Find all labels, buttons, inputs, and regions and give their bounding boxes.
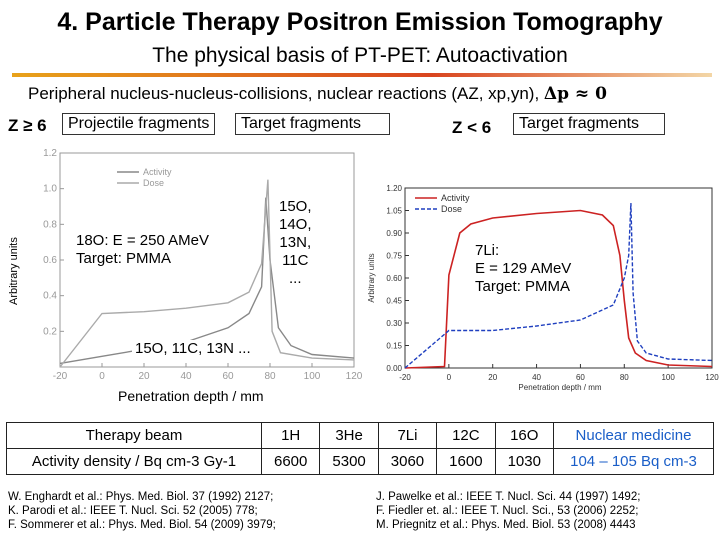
table-cell: 3060 xyxy=(377,448,438,475)
table-cell: Activity density / Bq cm-3 Gy-1 xyxy=(6,448,262,475)
x-tick-label: 100 xyxy=(661,373,675,382)
left-plot-axes: -20 0 20 40 60 80 100 120 0.2 0.4 0.6 0.8 1.0 1.2 xyxy=(43,148,363,382)
z-lt-label: Z < 6 xyxy=(452,118,492,137)
page-title: 4. Particle Therapy Positron Emission To… xyxy=(57,8,663,36)
x-tick-label: 20 xyxy=(488,373,497,382)
table-cell: 5300 xyxy=(319,448,379,475)
table-cell-nuclear-medicine-value: 104 – 105 Bq cm-3 xyxy=(553,448,714,475)
y-tick-label: 0.60 xyxy=(386,274,402,283)
peak-isotope: 11C xyxy=(282,252,309,269)
y-tick-label: 0.6 xyxy=(43,255,57,266)
table-row: Therapy beam 1H 3He 7Li 12C 16O Nuclear … xyxy=(6,422,714,449)
right-plot-xlabel: Penetration depth / mm xyxy=(518,383,601,392)
y-tick-label: 0.00 xyxy=(386,364,402,373)
reference-item: W. Enghardt et al.: Phys. Med. Biol. 37 … xyxy=(8,491,274,503)
table-cell: 16O xyxy=(494,422,555,449)
x-tick-label: 0 xyxy=(99,371,105,382)
y-tick-label: 1.05 xyxy=(386,207,402,216)
x-tick-label: 120 xyxy=(705,373,719,382)
table-cell: 12C xyxy=(436,422,496,449)
reference-item: F. Fiedler et. al.: IEEE T. Nucl. Sci., … xyxy=(376,505,639,517)
legend-entry: Activity xyxy=(441,193,470,203)
title-divider xyxy=(12,73,712,77)
projectile-fragments-box: Projectile fragments xyxy=(62,113,216,135)
table-cell: 3He xyxy=(319,422,379,449)
y-tick-label: 1.2 xyxy=(43,148,57,159)
table-cell: Therapy beam xyxy=(6,422,262,449)
right-plot-beam-label: 7Li: E = 129 AMeV Target: PMMA xyxy=(475,242,571,296)
x-tick-label: 80 xyxy=(264,371,276,382)
references-right: J. Pawelke et al.: IEEE T. Nucl. Sci. 44… xyxy=(376,490,640,532)
left-plot-beam-label: 18O: E = 250 AMeV Target: PMMA xyxy=(76,232,209,268)
legend-entry: Dose xyxy=(441,204,462,214)
y-tick-label: 0.8 xyxy=(43,219,57,230)
x-tick-label: -20 xyxy=(399,373,411,382)
left-plot-ylabel: Arbitrary units xyxy=(8,237,20,305)
y-tick-label: 0.4 xyxy=(43,291,57,302)
table-cell: 1H xyxy=(260,422,321,449)
momentum-formula: Δp ≈ 0 xyxy=(543,84,607,104)
y-tick-label: 0.2 xyxy=(43,326,57,337)
legend-entry: Activity xyxy=(143,167,172,177)
target-fragments-box-right: Target fragments xyxy=(513,113,665,135)
page-subtitle: The physical basis of PT-PET: Autoactiva… xyxy=(152,44,568,67)
left-beam-text: 18O: E = 250 AMeV xyxy=(76,232,210,249)
series-line-activity xyxy=(404,209,713,369)
reference-item: K. Parodi et al.: IEEE T. Nucl. Sci. 52 … xyxy=(8,505,258,517)
activity-table: Therapy beam 1H 3He 7Li 12C 16O Nuclear … xyxy=(6,422,714,475)
x-tick-label: 120 xyxy=(346,371,363,382)
table-cell: 7Li xyxy=(377,422,438,449)
table-row: Activity density / Bq cm-3 Gy-1 6600 530… xyxy=(6,448,714,475)
x-tick-label: 100 xyxy=(304,371,321,382)
y-tick-label: 1.20 xyxy=(386,184,402,193)
right-plot-axes: -20 0 20 40 60 80 100 120 0.00 0.15 0.30 0.45 0.60 0.… xyxy=(367,184,719,392)
left-target-text: Target: PMMA xyxy=(76,250,172,267)
right-energy-text: E = 129 AMeV xyxy=(475,260,572,277)
y-tick-label: 0.15 xyxy=(386,342,402,351)
reference-item: F. Sommerer et al.: Phys. Med. Biol. 54 … xyxy=(8,519,276,531)
peak-isotope: 15O, xyxy=(279,198,312,215)
left-peak-isotopes: 15O, 14O, 13N, 11C ... xyxy=(279,198,312,288)
y-tick-label: 0.90 xyxy=(386,229,402,238)
peak-isotope: 14O, xyxy=(279,216,312,233)
y-tick-label: 0.30 xyxy=(386,319,402,328)
reference-item: M. Priegnitz et al.: Phys. Med. Biol. 53… xyxy=(376,519,636,531)
table-cell-nuclear-medicine: Nuclear medicine xyxy=(553,422,714,449)
intro-line: Peripheral nucleus-nucleus-collisions, n… xyxy=(28,84,607,104)
left-bottom-isotopes: 15O, 11C, 13N ... xyxy=(132,340,254,358)
x-tick-label: 60 xyxy=(576,373,585,382)
left-plot-xlabel: Penetration depth / mm xyxy=(118,388,264,404)
references-left: W. Enghardt et al.: Phys. Med. Biol. 37 … xyxy=(8,490,276,532)
intro-text: Peripheral nucleus-nucleus-collisions, n… xyxy=(28,84,540,103)
y-tick-label: 1.0 xyxy=(43,184,57,195)
right-plot-ylabel: Arbitrary units xyxy=(367,253,376,302)
legend-entry: Dose xyxy=(143,178,164,188)
x-tick-label: 40 xyxy=(532,373,541,382)
x-tick-label: 20 xyxy=(138,371,150,382)
x-tick-label: 60 xyxy=(222,371,234,382)
right-plot: -20 0 20 40 60 80 100 120 0.00 0.15 0.30 0.45 0.60 0.… xyxy=(367,184,719,392)
right-target-text: Target: PMMA xyxy=(475,278,571,295)
peak-isotope: 13N, xyxy=(279,234,312,251)
x-tick-label: 0 xyxy=(447,373,452,382)
series-line-dose xyxy=(404,202,713,369)
x-tick-label: -20 xyxy=(53,371,68,382)
reference-item: J. Pawelke et al.: IEEE T. Nucl. Sci. 44… xyxy=(376,491,641,503)
series-line-dose xyxy=(59,179,355,368)
table-cell: 6600 xyxy=(260,448,321,475)
x-tick-label: 80 xyxy=(620,373,629,382)
y-tick-label: 0.75 xyxy=(386,252,402,261)
target-fragments-box-left: Target fragments xyxy=(235,113,390,135)
table-cell: 1600 xyxy=(436,448,496,475)
y-tick-label: 0.45 xyxy=(386,297,402,306)
x-tick-label: 40 xyxy=(180,371,192,382)
z-ge-label: Z ≥ 6 xyxy=(8,116,47,135)
peak-isotope: ... xyxy=(289,270,302,287)
right-beam-text: 7Li: xyxy=(475,242,500,259)
table-cell: 1030 xyxy=(494,448,555,475)
